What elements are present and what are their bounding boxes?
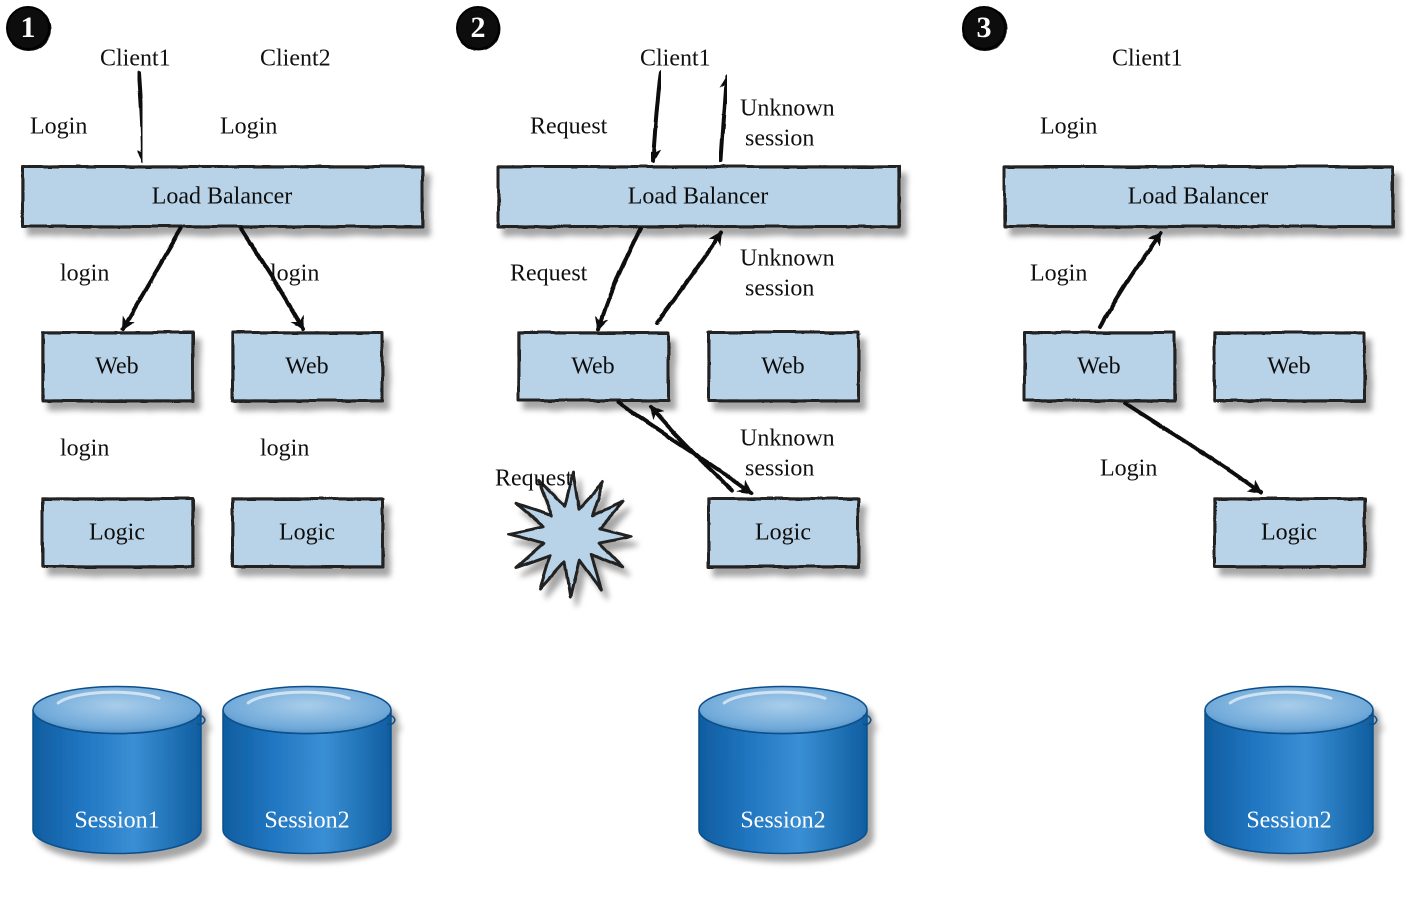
box-3-lb-label: Load Balancer [1128, 184, 1269, 210]
text-2-4: Request [510, 261, 588, 287]
diagram-canvas: Load Balancer Web Web Logic Logic Session1 Ses… [0, 0, 1407, 921]
box-3-web2-label: Web [1267, 354, 1310, 380]
box-1-web1-label: Web [95, 354, 138, 380]
text-3-3: Login [1100, 456, 1157, 482]
box-2-logic2-label: Logic [755, 520, 811, 546]
text-2-0: Client1 [640, 46, 711, 72]
box-1-web2: Web [232, 332, 382, 400]
box-1-web1: Web [42, 332, 192, 400]
step-badge-3: 3 [962, 6, 1006, 50]
box-1-lb-label: Load Balancer [152, 184, 293, 210]
step-badge-1: 1 [6, 6, 50, 50]
text-2-6: session [745, 276, 814, 302]
db-3-session2: Session2 [1205, 686, 1377, 853]
db-3-session2-label: Session2 [1246, 808, 1331, 834]
text-2-9: session [745, 456, 814, 482]
step-badge-2-num: 2 [471, 11, 486, 44]
text-3-2: Login [1030, 261, 1087, 287]
text-1-4: login [60, 261, 109, 287]
box-2-web2: Web [708, 332, 858, 400]
text-1-2: Login [30, 114, 87, 140]
box-1-web2-label: Web [285, 354, 328, 380]
box-2-lb-label: Load Balancer [628, 184, 769, 210]
text-1-1: Client2 [260, 46, 331, 72]
text-2-7: Request [495, 466, 573, 492]
box-3-logic2: Logic [1214, 498, 1364, 566]
text-2-2: Unknown [740, 96, 835, 122]
box-3-web1-label: Web [1077, 354, 1120, 380]
box-1-logic1-label: Logic [89, 520, 145, 546]
box-2-lb: Load Balancer [498, 166, 898, 226]
db-1-session2-label: Session2 [264, 808, 349, 834]
box-3-logic2-label: Logic [1261, 520, 1317, 546]
text-2-5: Unknown [740, 246, 835, 272]
box-2-logic2: Logic [708, 498, 858, 566]
box-2-web1-label: Web [571, 354, 614, 380]
step-badge-2: 2 [456, 6, 500, 50]
text-3-0: Client1 [1112, 46, 1183, 72]
box-1-logic2: Logic [232, 498, 382, 566]
text-3-1: Login [1040, 114, 1097, 140]
step-badge-3-num: 3 [977, 11, 992, 44]
db-2-session2-label: Session2 [740, 808, 825, 834]
db-1-session2: Session2 [223, 686, 395, 853]
step-badge-1-num: 1 [21, 11, 36, 44]
box-3-lb: Load Balancer [1004, 166, 1392, 226]
text-1-3: Login [220, 114, 277, 140]
text-2-8: Unknown [740, 426, 835, 452]
box-3-web1: Web [1024, 332, 1174, 400]
box-2-web1: Web [518, 332, 668, 400]
text-2-1: Request [530, 114, 608, 140]
text-1-5: login [270, 261, 319, 287]
db-2-session2: Session2 [699, 686, 871, 853]
db-1-session1: Session1 [33, 686, 205, 853]
db-1-session1-label: Session1 [74, 808, 159, 834]
text-1-7: login [260, 436, 309, 462]
text-1-0: Client1 [100, 46, 171, 72]
box-1-logic2-label: Logic [279, 520, 335, 546]
box-2-web2-label: Web [761, 354, 804, 380]
box-1-logic1: Logic [42, 498, 192, 566]
text-1-6: login [60, 436, 109, 462]
box-1-lb: Load Balancer [22, 166, 422, 226]
text-2-3: session [745, 126, 814, 152]
box-3-web2: Web [1214, 332, 1364, 400]
